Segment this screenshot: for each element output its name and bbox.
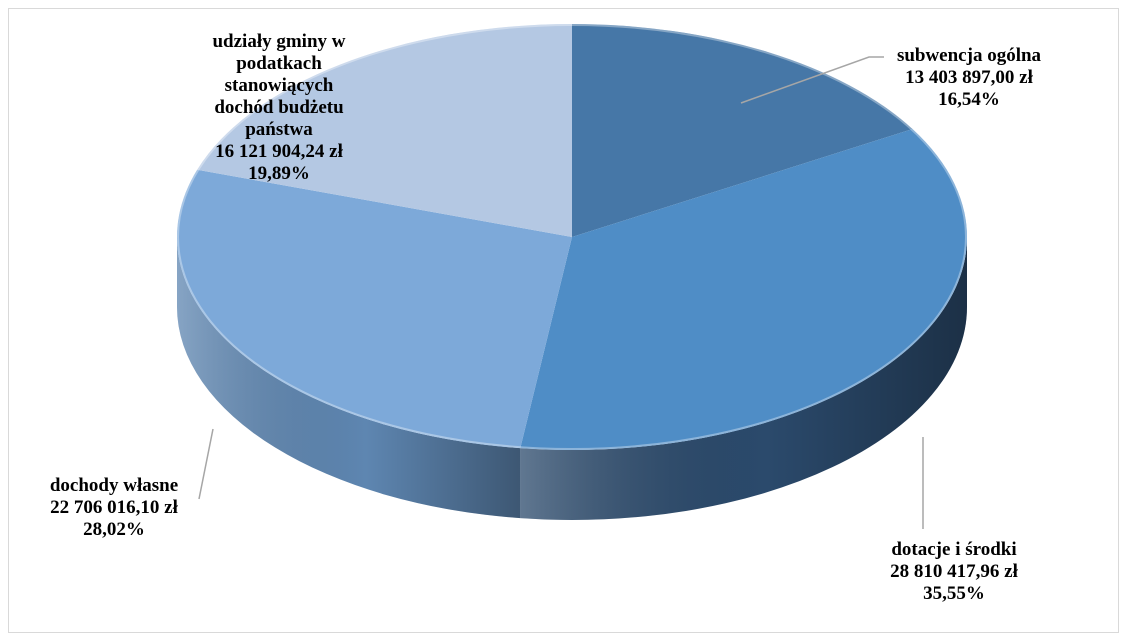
leader-line-dochody	[198, 428, 214, 500]
slice-percent: 28,02%	[83, 519, 145, 540]
slice-name-line: stanowiących	[224, 75, 334, 96]
pie-sides	[177, 237, 967, 520]
slice-label-subwencja: subwencja ogólna 13 403 897,00 zł 16,54%	[864, 45, 1074, 111]
pie-slice-subwencja	[572, 24, 913, 237]
slice-name: dochody własne	[49, 475, 179, 496]
slice-name: subwencja ogólna	[896, 45, 1042, 66]
slice-name-line: podatkach	[236, 53, 322, 74]
slice-name-line: udziały gminy w	[212, 31, 346, 52]
pie-slice-udzialy	[197, 24, 572, 237]
pie-slice-dotacje	[520, 129, 967, 450]
pie-side-shade-dotacje	[520, 237, 967, 520]
slice-amount: 13 403 897,00 zł	[905, 67, 1033, 88]
slice-amount: 22 706 016,10 zł	[50, 497, 178, 518]
pie-tops	[176, 24, 967, 450]
slice-percent: 19,89%	[248, 163, 310, 184]
slice-name-line: państwa	[245, 119, 313, 140]
slice-amount: 16 121 904,24 zł	[215, 141, 343, 162]
slice-name: dotacje i środki	[891, 539, 1017, 560]
slice-percent: 35,55%	[923, 583, 985, 604]
slice-label-dotacje: dotacje i środki 28 810 417,96 zł 35,55%	[839, 539, 1069, 605]
slice-label-dochody: dochody własne 22 706 016,10 zł 28,02%	[14, 475, 214, 541]
pie-chart	[176, 24, 967, 529]
leader-lines	[198, 56, 924, 529]
pie-side-shade-dochody	[177, 237, 521, 519]
chart-area: subwencja ogólna 13 403 897,00 zł 16,54%…	[8, 8, 1119, 633]
slice-name-line: dochód budżetu	[214, 97, 344, 118]
pie-rim-highlight	[177, 24, 967, 450]
slice-amount: 28 810 417,96 zł	[890, 561, 1018, 582]
slice-label-udzialy: udziały gminy w podatkach stanowiących d…	[159, 31, 399, 185]
slice-percent: 16,54%	[938, 89, 1000, 110]
leader-line-subwencja	[740, 56, 884, 104]
pie-slice-dochody	[176, 169, 572, 449]
